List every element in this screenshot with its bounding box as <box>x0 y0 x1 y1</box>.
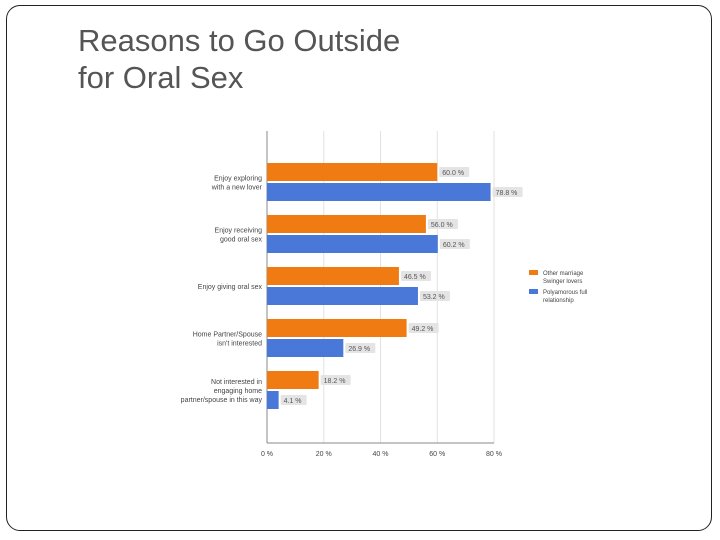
bar-s0-c1 <box>267 215 426 233</box>
data-label-bg <box>280 395 307 405</box>
category-label: good oral sex <box>220 237 263 244</box>
category-label: Home Partner/Spouse <box>193 332 262 339</box>
data-label-bg <box>439 239 470 249</box>
bar-s0-c3 <box>267 319 407 337</box>
legend-label: Swinger lovers <box>543 279 582 285</box>
legend-swatch-0 <box>529 270 538 275</box>
data-label-bg <box>400 271 431 281</box>
bar-s0-c4 <box>267 371 319 389</box>
data-label: 49.2 % <box>412 326 434 333</box>
category-label: isn't interested <box>217 341 262 348</box>
legend-swatch-1 <box>529 289 538 294</box>
slide-frame <box>6 5 712 531</box>
category-label: Not interested in <box>211 379 262 386</box>
bar-s1-c2 <box>267 287 418 305</box>
data-label: 53.2 % <box>423 294 445 301</box>
legend-label: relationship <box>543 298 574 304</box>
slide-title: Reasons to Go Outside for Oral Sex <box>78 22 400 96</box>
bar-s1-c4 <box>267 391 279 409</box>
data-label: 26.9 % <box>348 346 370 353</box>
x-tick-label: 60 % <box>429 451 445 458</box>
data-label-bg <box>419 291 450 301</box>
x-tick-label: 0 % <box>261 451 273 458</box>
legend-label: Other marriage <box>543 271 584 277</box>
data-label: 60.0 % <box>442 170 464 177</box>
data-label: 4.1 % <box>284 398 302 405</box>
data-label: 46.5 % <box>404 274 426 281</box>
data-label-bg <box>408 323 439 333</box>
bar-s1-c1 <box>267 235 438 253</box>
data-label-bg <box>427 219 458 229</box>
data-label: 60.2 % <box>443 242 465 249</box>
bar-s1-c3 <box>267 339 344 357</box>
x-tick-label: 20 % <box>316 451 332 458</box>
data-label-bg <box>320 375 351 385</box>
category-label: engaging home <box>214 388 262 395</box>
data-label: 18.2 % <box>324 378 346 385</box>
legend-label: Polyamorous full <box>543 290 587 296</box>
data-label-bg <box>492 187 523 197</box>
category-label: Enjoy receiving <box>215 228 263 235</box>
category-label: partner/spouse in this way <box>181 397 263 404</box>
data-label: 78.8 % <box>496 190 518 197</box>
bar-s1-c0 <box>267 183 491 201</box>
data-label-bg <box>439 167 470 177</box>
x-tick-label: 40 % <box>373 451 389 458</box>
x-tick-label: 80 % <box>486 451 502 458</box>
slide-title-line-1: Reasons to Go Outside <box>78 23 401 58</box>
slide-title-line-2: for Oral Sex <box>78 60 244 95</box>
data-label-bg <box>345 343 376 353</box>
category-label: Enjoy giving oral sex <box>198 284 263 291</box>
category-label: Enjoy exploring <box>214 176 262 183</box>
category-label: with a new lover <box>211 185 263 192</box>
data-label: 56.0 % <box>431 222 453 229</box>
bar-s0-c2 <box>267 267 399 285</box>
bar-s0-c0 <box>267 163 438 181</box>
